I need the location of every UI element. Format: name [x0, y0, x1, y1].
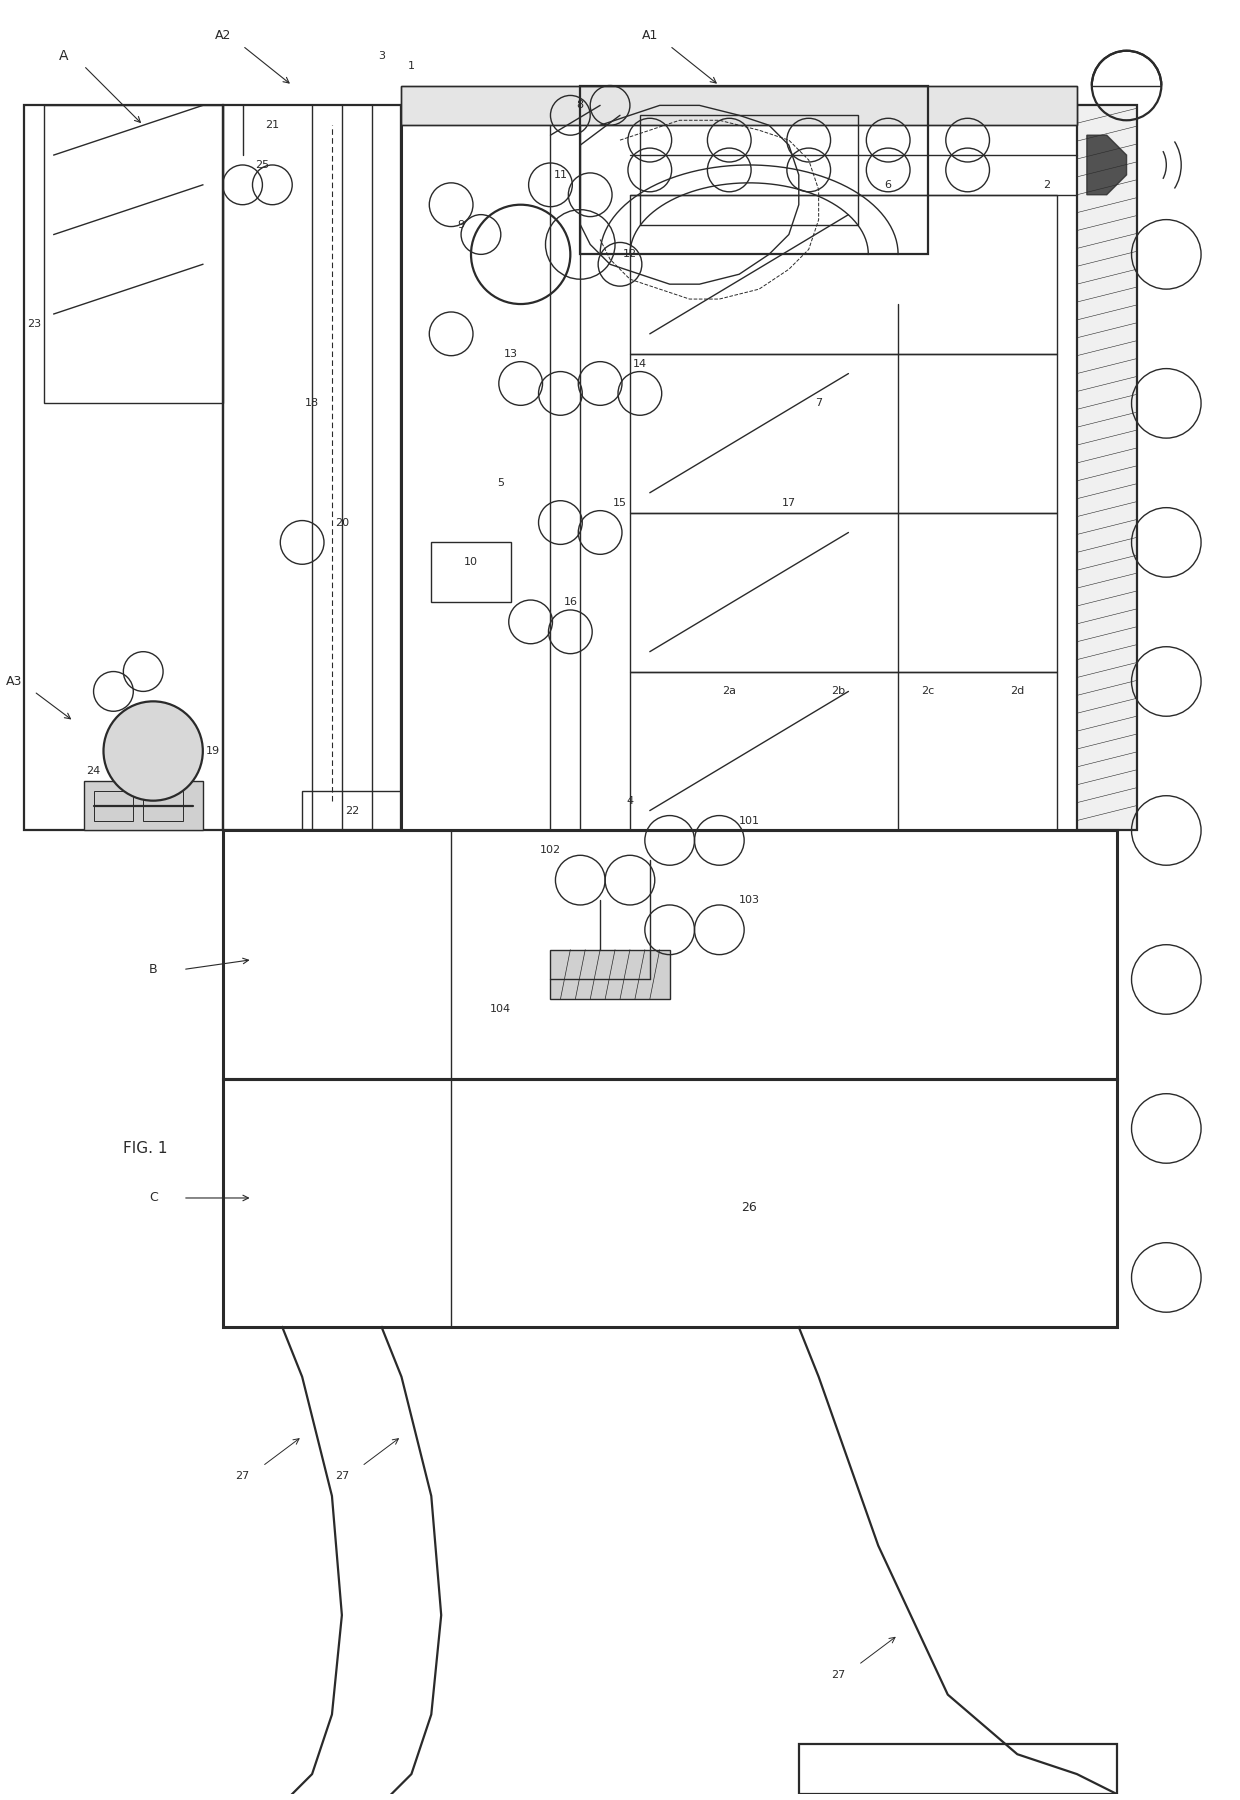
Text: 4: 4: [626, 796, 634, 806]
Text: 17: 17: [781, 497, 796, 508]
Text: 15: 15: [613, 497, 627, 508]
Bar: [223, 1078, 1117, 1327]
Text: 13: 13: [503, 349, 518, 358]
Text: FIG. 1: FIG. 1: [123, 1141, 167, 1156]
Bar: [630, 353, 1056, 513]
Text: A3: A3: [6, 675, 22, 688]
Bar: [402, 106, 1117, 830]
Text: 25: 25: [255, 160, 269, 169]
Bar: [630, 194, 1056, 353]
Text: 5: 5: [497, 477, 505, 488]
Text: 8: 8: [577, 101, 584, 110]
Text: 3: 3: [378, 50, 386, 61]
Text: A2: A2: [215, 29, 231, 43]
Text: 19: 19: [206, 745, 219, 756]
Circle shape: [103, 702, 203, 801]
Text: 103: 103: [739, 895, 760, 905]
Text: 27: 27: [831, 1670, 846, 1679]
Text: 104: 104: [490, 1004, 511, 1013]
Text: 11: 11: [553, 169, 568, 180]
Bar: [640, 115, 858, 225]
Text: 1: 1: [408, 61, 415, 70]
Bar: [402, 86, 1076, 126]
Bar: [43, 106, 223, 403]
Text: 7: 7: [815, 398, 822, 409]
Bar: [799, 1744, 1117, 1795]
Text: 12: 12: [622, 250, 637, 259]
Text: 24: 24: [87, 765, 100, 776]
Text: 23: 23: [27, 319, 41, 329]
Text: 2b: 2b: [832, 686, 846, 697]
Polygon shape: [1086, 135, 1127, 194]
Text: 2a: 2a: [722, 686, 737, 697]
Text: 20: 20: [335, 518, 348, 527]
Text: 102: 102: [539, 846, 560, 855]
Bar: [83, 781, 203, 830]
Bar: [432, 542, 511, 601]
Text: A: A: [60, 49, 68, 63]
Bar: [630, 671, 1056, 830]
Text: 2: 2: [1044, 180, 1050, 189]
Bar: [630, 513, 1056, 671]
Text: 10: 10: [464, 558, 477, 567]
Text: 18: 18: [305, 398, 319, 409]
Bar: [223, 106, 402, 830]
Text: 101: 101: [739, 815, 760, 826]
Text: 27: 27: [335, 1471, 348, 1481]
Text: 16: 16: [563, 598, 578, 607]
Bar: [144, 790, 184, 821]
Text: B: B: [149, 963, 157, 976]
Text: A1: A1: [641, 29, 658, 43]
Text: 14: 14: [632, 358, 647, 369]
Text: 9: 9: [458, 220, 465, 230]
Bar: [580, 86, 928, 254]
Bar: [551, 950, 670, 999]
Text: 2c: 2c: [921, 686, 935, 697]
Bar: [1076, 106, 1137, 830]
Text: 27: 27: [236, 1471, 249, 1481]
Bar: [402, 86, 1076, 126]
Text: 6: 6: [884, 180, 892, 189]
Bar: [303, 790, 402, 830]
Text: 26: 26: [742, 1201, 756, 1215]
Text: 2d: 2d: [1011, 686, 1024, 697]
Text: 22: 22: [345, 806, 358, 815]
Bar: [223, 830, 1117, 1078]
Text: C: C: [149, 1192, 157, 1204]
Text: 21: 21: [265, 121, 279, 130]
Bar: [93, 790, 133, 821]
Bar: [24, 106, 223, 830]
